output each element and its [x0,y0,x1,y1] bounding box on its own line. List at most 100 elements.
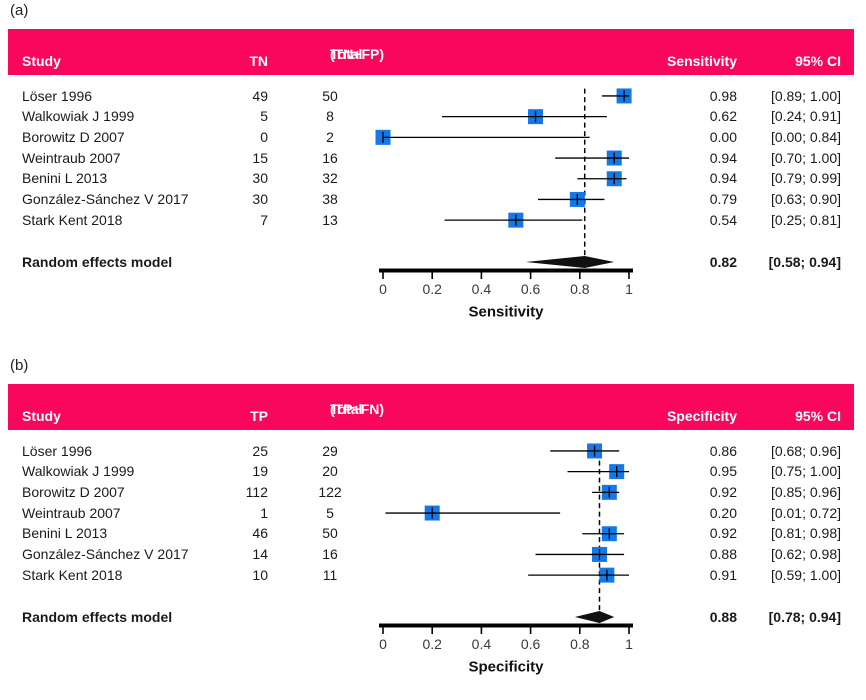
ci-value: [0.75; 1.00] [770,463,841,480]
column-header-total-line2: (TP+FN) [330,401,385,417]
total-value: 20 [322,463,338,480]
table-header: Study TN Total (TN+FP) Sensitivity 95% CI [8,29,854,75]
x-tick-label: 0.8 [570,281,590,297]
estimate-value: 0.20 [709,504,737,521]
ci-value: [0.68; 0.96] [770,442,841,459]
study-row: Stark Kent 2018 10 11 0.91 [0.59; 1.00] [0,565,866,586]
estimate-value: 0.98 [709,87,737,104]
study-row: González-Sánchez V 2017 30 38 0.79 [0.63; 0.… [0,189,866,210]
study-row: Löser 1996 49 50 0.98 [0.89; 1.00] [0,86,866,107]
estimate-value: 0.92 [709,483,737,500]
ci-value: [0.00; 0.84] [770,128,841,145]
study-row: Weintraub 2007 1 5 0.20 [0.01; 0.72] [0,503,866,524]
total-value: 32 [322,170,338,187]
summary-label: Random effects model [22,253,173,270]
study-name: Borowitz D 2007 [22,483,125,500]
ci-value: [0.24; 0.91] [770,108,841,125]
count-value: 46 [252,525,268,542]
column-header-ci: 95% CI [795,408,841,424]
ci-value: [0.25; 0.81] [770,211,841,228]
column-header-estimate: Sensitivity [666,53,737,69]
count-value: 0 [260,128,268,145]
x-tick-label: 0.6 [521,281,541,297]
study-rows: Löser 1996 25 29 0.86 [0.68; 0.96] Walkowiak … [0,441,866,586]
study-row: Borowitz D 2007 0 2 0.00 [0.00; 0.84] [0,127,866,148]
study-row: Benini L 2013 30 32 0.94 [0.79; 0.99] [0,168,866,189]
count-value: 30 [252,191,268,208]
total-value: 16 [322,149,338,166]
forest-plot-canvas: 0 0.2 0.4 0.6 0.8 1 Specificity [379,443,633,676]
total-value: 16 [322,546,338,563]
x-tick-label: 0.6 [521,636,541,652]
total-value: 11 [322,566,338,583]
x-tick-label: 0.2 [422,281,442,297]
summary-estimate-value: 0.82 [709,253,737,270]
total-value: 5 [326,504,334,521]
estimate-value: 0.91 [709,566,737,583]
study-name: Weintraub 2007 [22,504,121,521]
panel-a-sensitivity: (a) Study TN Total (TN+FP) Sensitivity 95… [0,2,866,321]
column-header-total-line1: Total [330,46,363,62]
total-value: 122 [318,483,342,500]
count-value: 30 [252,170,268,187]
study-name: Löser 1996 [22,87,93,104]
summary-diamond [574,611,615,623]
estimate-value: 0.94 [709,170,737,187]
ci-value: [0.81; 0.98] [770,525,841,542]
ci-value: [0.62; 0.98] [770,546,841,563]
study-name: Benini L 2013 [22,170,108,187]
column-header-study: Study [22,53,61,69]
x-axis-title: Specificity [468,659,544,676]
x-tick-label: 0.8 [570,636,590,652]
summary-ci-value: [0.58; 0.94] [768,253,841,270]
ci-value: [0.63; 0.90] [770,191,841,208]
x-tick-label: 0.4 [472,636,492,652]
x-tick-label: 1 [625,636,633,652]
column-header-total: Total (TP+FN) [290,401,384,424]
ci-value: [0.70; 1.00] [770,149,841,166]
estimate-value: 0.62 [709,108,737,125]
count-value: 10 [252,566,268,583]
column-header-total-line2: (TN+FP) [330,46,385,62]
study-row: Stark Kent 2018 7 13 0.54 [0.25; 0.81] [0,210,866,231]
summary-label: Random effects model [22,608,173,625]
estimate-value: 0.88 [709,546,737,563]
column-header-count: TN [249,53,268,69]
panel-label: (a) [10,2,29,19]
count-value: 112 [245,483,268,500]
study-row: Walkowiak J 1999 19 20 0.95 [0.75; 1.00] [0,461,866,482]
panel-b-specificity: (b) Study TP Total (TP+FN) Specificity 95… [0,355,866,700]
column-header-study: Study [22,408,61,424]
study-name: Walkowiak J 1999 [22,463,135,480]
x-tick-label: 1 [625,281,633,297]
ci-value: [0.79; 0.99] [770,170,841,187]
study-name: Weintraub 2007 [22,149,121,166]
estimate-value: 0.94 [709,149,737,166]
count-value: 5 [260,108,268,125]
study-name: Benini L 2013 [22,525,108,542]
study-name: Walkowiak J 1999 [22,108,135,125]
summary-row: Random effects model 0.82 [0.58; 0.94] [0,252,866,273]
study-name: Stark Kent 2018 [22,211,123,228]
total-value: 29 [322,442,338,459]
estimate-value: 0.92 [709,525,737,542]
count-value: 49 [252,87,268,104]
count-value: 1 [260,504,268,521]
estimate-value: 0.79 [709,191,737,208]
ci-value: [0.59; 1.00] [770,566,841,583]
column-header-total-line1: Total [330,401,363,417]
study-name: Borowitz D 2007 [22,128,125,145]
forest-plot-canvas: 0 0.2 0.4 0.6 0.8 1 Sensitivity [375,88,633,321]
study-row: Borowitz D 2007 112 122 0.92 [0.85; 0.96] [0,482,866,503]
study-row: Benini L 2013 46 50 0.92 [0.81; 0.98] [0,523,866,544]
estimate-value: 0.95 [709,463,737,480]
total-value: 50 [322,525,338,542]
study-name: González-Sánchez V 2017 [22,546,189,563]
count-value: 14 [252,546,268,563]
total-value: 50 [322,87,338,104]
x-tick-label: 0 [379,636,387,652]
ci-value: [0.89; 1.00] [770,87,841,104]
count-value: 7 [260,211,268,228]
study-name: Stark Kent 2018 [22,566,123,583]
